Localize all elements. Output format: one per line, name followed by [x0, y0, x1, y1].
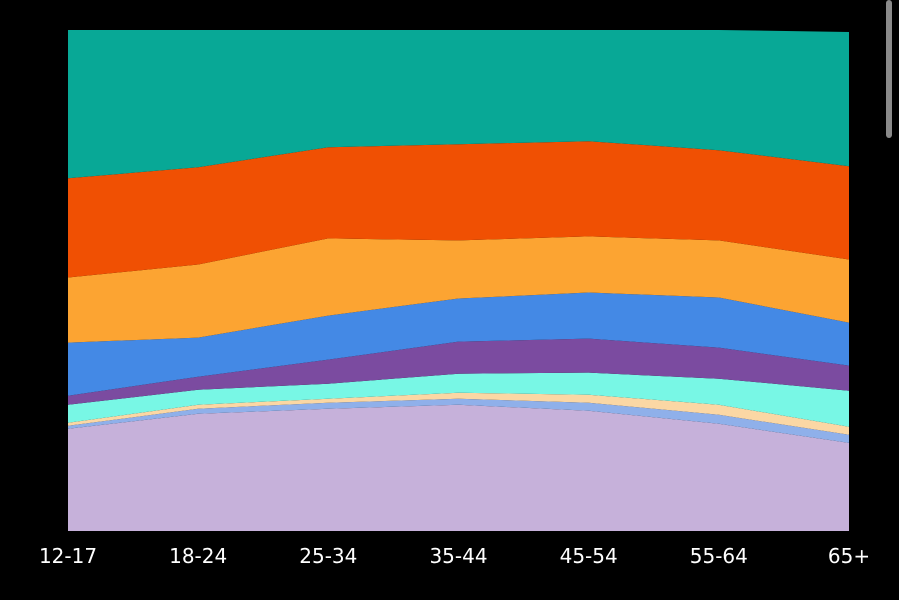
x-tick-label: 55-64 [690, 544, 748, 568]
x-tick-label: 45-54 [560, 544, 618, 568]
x-tick-label: 12-17 [39, 544, 97, 568]
area-series-5 [68, 338, 849, 405]
area-series-4 [68, 372, 849, 427]
area-series-3 [68, 392, 849, 435]
x-tick-label: 35-44 [429, 544, 487, 568]
area-series-6 [68, 292, 849, 396]
area-series-7 [68, 236, 849, 343]
area-series-group [68, 30, 849, 531]
area-series-8 [68, 141, 849, 278]
x-tick-label: 18-24 [169, 544, 227, 568]
area-series-1 [68, 404, 849, 531]
x-tick-label: 65+ [828, 544, 870, 568]
area-series-9 [68, 30, 849, 179]
area-series-2 [68, 398, 849, 443]
x-axis-tick-labels: 12-17 18-24 25-34 35-44 45-54 55-64 65+ [39, 544, 870, 568]
x-tick-label: 25-34 [299, 544, 357, 568]
scrollbar-thumb[interactable] [886, 0, 892, 138]
